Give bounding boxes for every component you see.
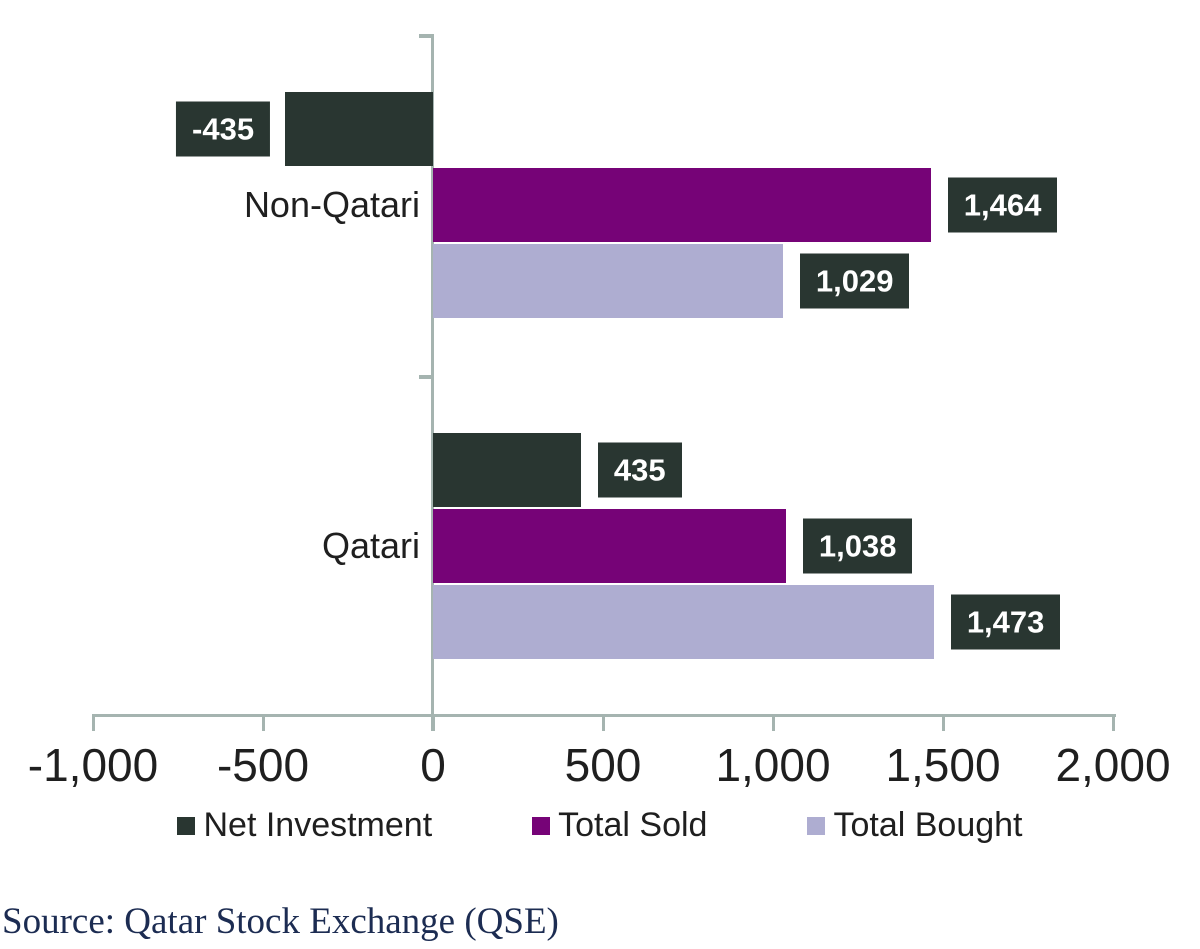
legend-label-total-bought: Total Bought [833,806,1023,844]
x-tick-label-2000: 2,000 [1055,739,1171,791]
legend-label-total-sold: Total Sold [558,806,708,844]
data-label-total-bought-qatari: 1,473 [950,594,1061,650]
category-axis-line [431,34,434,731]
source-note: Source: Qatar Stock Exchange (QSE) [2,901,559,942]
legend-swatch-total-bought-icon [807,816,826,835]
category-label-non-qatari: Non-Qatari [243,184,420,225]
legend-item-total-bought: Total Bought [807,806,1023,845]
bar-total-sold-qatari [433,509,786,583]
value-axis-tick [261,714,265,731]
bar-net-investment-non-qatari [285,92,433,166]
data-label-net-investment-non-qatari: -435 [176,101,271,157]
x-tick-label-500: 500 [564,739,642,791]
value-axis-line [93,714,1116,717]
legend-item-total-sold: Total Sold [532,806,707,845]
value-axis-tick [941,714,945,731]
legend-swatch-net-investment-icon [177,816,196,835]
value-axis-tick [1111,714,1115,731]
value-axis-tick [601,714,605,731]
x-tick-label-1500: 1,500 [885,739,1001,791]
bar-total-bought-non-qatari [433,244,783,318]
data-label-total-sold-non-qatari: 1,464 [947,177,1058,233]
legend: Net Investment Total Sold Total Bought [0,806,1200,845]
category-label-qatari: Qatari [321,525,420,566]
x-tick-label-1000: 1,000 [715,739,831,791]
legend-label-net-investment: Net Investment [203,806,433,844]
x-tick-label--500: -500 [216,739,310,791]
data-label-total-sold-qatari: 1,038 [802,518,913,574]
data-label-net-investment-qatari: 435 [597,442,682,498]
category-axis-tick [419,375,432,379]
legend-item-net-investment: Net Investment [177,806,432,845]
value-axis-tick [771,714,775,731]
bar-net-investment-qatari [433,433,581,507]
data-label-total-bought-non-qatari: 1,029 [799,253,910,309]
legend-swatch-total-sold-icon [532,816,551,835]
value-axis-tick [431,714,435,731]
value-axis-tick [91,714,95,731]
category-axis-tick [419,34,432,38]
bar-total-sold-non-qatari [433,168,931,242]
x-tick-label--1000: -1,000 [27,739,159,791]
x-tick-label-0: 0 [420,739,446,791]
bar-total-bought-qatari [433,585,934,659]
